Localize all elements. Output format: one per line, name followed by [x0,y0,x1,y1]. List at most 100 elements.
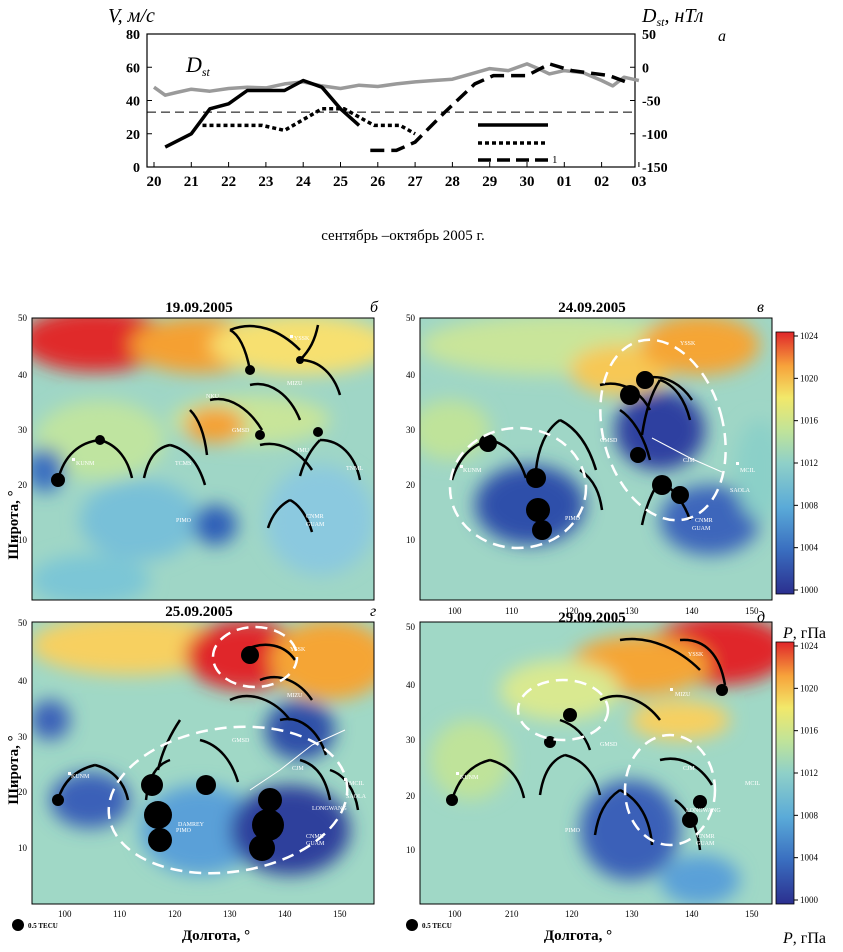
tec-vector [259,442,314,471]
lon-tick: 140 [685,606,699,616]
tec-vector [534,418,561,471]
tec-vector [659,378,692,421]
station-label: YSSK [294,336,310,342]
map-frame [419,621,773,905]
lat-tick: 30 [406,425,416,435]
tec-blob [255,430,265,440]
lon-tick: 100 [448,909,462,919]
colorbar-tick-label: 1016 [800,726,819,736]
lat-tick: 30 [18,732,28,742]
tec-vector [559,718,592,751]
colorbar-pressure: 1024 1020 1016 1012 1008 1004 1000 [775,331,819,595]
lat-tick: 10 [18,843,28,853]
station-label: YSSK [290,647,306,653]
station-marker [736,462,739,465]
colorbar [775,641,795,905]
x-tick-label: 28 [445,174,460,190]
map-ticks: 50 40 30 20 10 100 110 120 130 140 150 [406,313,759,616]
typhoon-track [249,729,346,791]
y-axis-ticks: 0 20 40 60 80 [126,28,152,176]
tec-vector [640,379,662,436]
colorbar-tick-label: 1012 [800,458,818,468]
lon-tick: 150 [333,909,347,919]
tec-blob [95,435,105,445]
lon-tick: 130 [625,606,639,616]
tec-blob [296,356,304,364]
colorbar-tick-label: 1020 [800,683,819,693]
station-label: GMSD [600,438,618,444]
panel-letter: в [757,299,764,316]
y-axis-label: V, м/с [108,5,155,27]
x-tick-label: 25 [333,174,348,190]
y2-tick-label: 0 [642,61,649,76]
tec-blob [652,475,672,495]
station-labels: YSSK MIZU GMSD KUNM PIMO CNMR GUAM TNML … [72,335,363,528]
tec-vector [209,397,264,431]
panel-letter: г [370,603,376,620]
lon-tick: 130 [625,909,639,919]
station-label: LONGWANG [312,806,347,812]
tec-blob [141,774,163,796]
x-tick-label: 01 [557,174,572,190]
x-tick-label: 24 [296,174,312,190]
tec-blob [479,434,497,452]
tec-vector [619,408,652,461]
station-label: PIMO [565,828,581,834]
colorbar-tick-label: 1008 [800,500,819,510]
station-label: LONGWANG [686,808,721,814]
station-labels: YSSK GMSD KUNM PIMO CNMR GUAM CJM MCIL S… [460,341,755,532]
station-label: JMU [297,448,310,454]
highlight-ellipses [448,338,727,550]
x-tick-label: 20 [147,174,162,190]
tec-vector [559,418,598,471]
lat-tick: 30 [406,735,416,745]
lon-tick: 210 [505,909,519,919]
tec-vector [593,788,621,836]
scale-label: 0.5 TECU [28,922,58,930]
tec-vector [169,443,207,486]
station-label: DAMREY [178,822,205,828]
lat-tick: 20 [406,480,416,490]
lon-tick: 150 [745,909,759,919]
station-label: SAOLA [346,794,367,800]
station-label: GMSD [232,738,250,744]
tec-vector [564,753,602,796]
station-label: CNMR [306,514,324,520]
station-labels: YSSK MIZU GMSD KUNM PIMO DAMREY LONGWANG… [68,647,367,847]
x-tick-label: 23 [258,174,273,190]
station-label: MCIL [740,468,755,474]
station-labels: YSSK MIZU GMSD KUNM PIMO LONGWANG CNMR G… [456,652,760,847]
tec-blob [258,788,282,812]
lat-tick: 10 [406,845,416,855]
tec-vector [259,675,314,701]
series-line-gray [152,62,640,97]
station-label: CNMR [306,834,324,840]
tec-vector [599,694,661,721]
tec-blobs [51,356,323,487]
map-title: 24.09.2005 [558,300,626,316]
station-label: TCMS [175,461,191,467]
tec-blob [636,371,654,389]
station-label: GUAM [306,522,325,528]
station-label: CJM [683,766,695,772]
station-marker [344,778,347,781]
y2-axis-ticks: 50 0 -50 -100 -150 [630,28,668,176]
map-title: 19.09.2005 [165,300,233,316]
map-panel-25-09: 25.09.2005 г 50 40 30 20 10 100 110 [18,603,376,919]
typhoon-track [651,437,723,473]
tec-blob [630,447,646,463]
highlight-ellipse [599,338,727,522]
station-marker [460,465,463,468]
station-label: MIZU [287,381,303,387]
lat-tick: 20 [18,787,28,797]
tec-blobs [446,684,728,828]
x-tick-label: 30 [520,174,535,190]
panel-letter: д [757,609,765,626]
x-tick-label: 02 [594,174,609,190]
map-ticks: 50 40 30 20 10 100 110 120 130 140 150 [18,618,347,919]
station-label: GUAM [306,841,325,847]
tec-blob [252,809,284,841]
lat-tick: 40 [18,370,28,380]
x-tick-label: 03 [631,174,646,190]
